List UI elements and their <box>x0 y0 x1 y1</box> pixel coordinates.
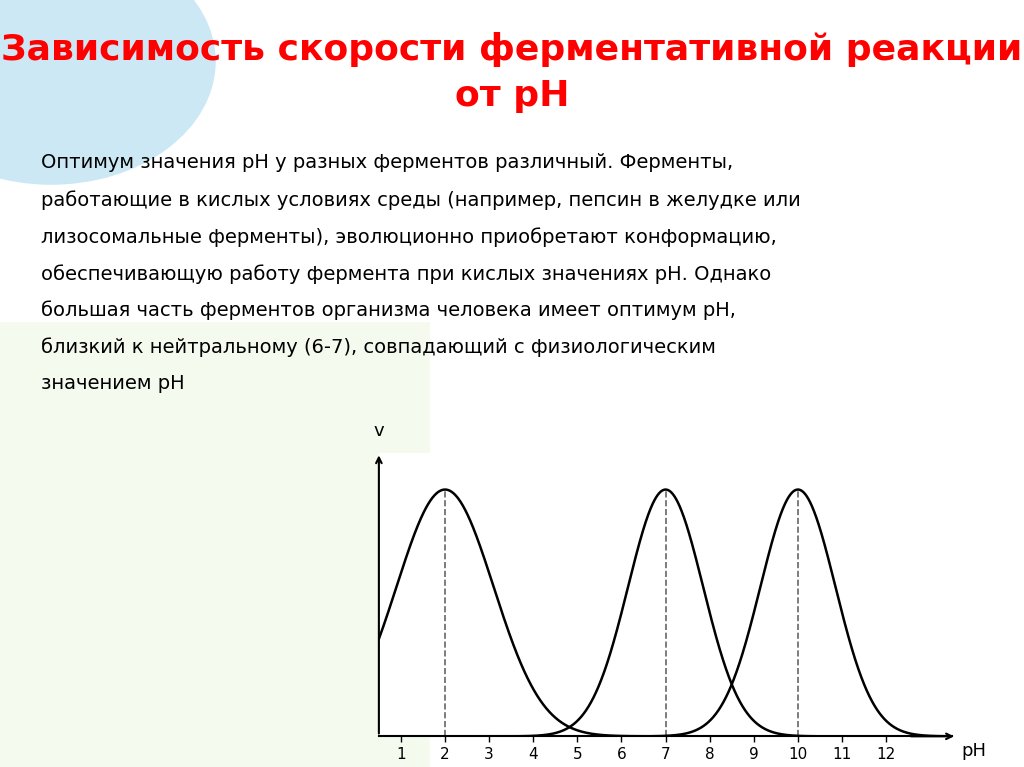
Text: лизосомальные ферменты), эволюционно приобретают конформацию,: лизосомальные ферменты), эволюционно при… <box>41 227 777 247</box>
Text: работающие в кислых условиях среды (например, пепсин в желудке или: работающие в кислых условиях среды (напр… <box>41 190 801 210</box>
Text: от рН: от рН <box>455 79 569 113</box>
Text: Оптимум значения рН у разных ферментов различный. Ферменты,: Оптимум значения рН у разных ферментов р… <box>41 153 733 173</box>
Text: v: v <box>374 422 384 440</box>
Text: обеспечивающую работу фермента при кислых значениях рН. Однако: обеспечивающую работу фермента при кислы… <box>41 264 771 284</box>
Text: рН: рН <box>962 742 986 760</box>
Text: значением рН: значением рН <box>41 374 184 393</box>
Text: близкий к нейтральному (6-7), совпадающий с физиологическим: близкий к нейтральному (6-7), совпадающи… <box>41 337 716 357</box>
Text: большая часть ферментов организма человека имеет оптимум рН,: большая часть ферментов организма челове… <box>41 301 736 321</box>
FancyBboxPatch shape <box>0 322 430 767</box>
Text: Зависимость скорости ферментативной реакции: Зависимость скорости ферментативной реак… <box>1 32 1023 67</box>
Circle shape <box>0 0 215 184</box>
